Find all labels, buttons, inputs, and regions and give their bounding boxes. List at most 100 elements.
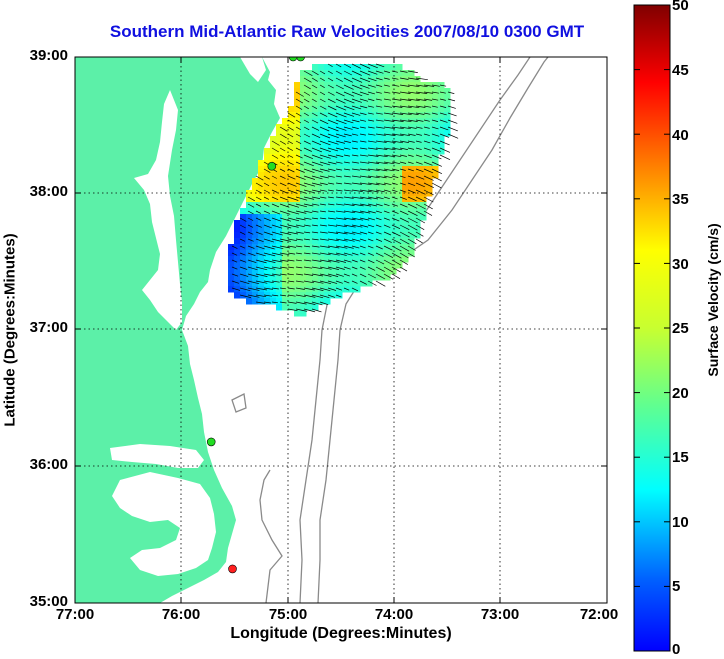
velocity-arrow xyxy=(335,280,343,284)
velocity-cell xyxy=(336,124,343,131)
velocity-arrow xyxy=(311,287,324,291)
velocity-cell xyxy=(336,142,343,149)
velocity-cell xyxy=(366,118,373,125)
velocity-cell xyxy=(300,172,307,179)
velocity-arrow xyxy=(431,182,442,189)
velocity-arrow xyxy=(287,168,295,173)
velocity-cell xyxy=(414,136,421,143)
velocity-arrow xyxy=(319,161,331,166)
velocity-arrow xyxy=(359,196,372,200)
velocity-cell xyxy=(342,178,349,185)
velocity-cell xyxy=(288,106,295,113)
velocity-cell xyxy=(330,184,337,191)
velocity-cell xyxy=(378,106,385,113)
velocity-cell xyxy=(360,274,367,281)
velocity-cell xyxy=(372,142,379,149)
velocity-arrow xyxy=(327,266,339,270)
velocity-arrow xyxy=(415,105,426,108)
velocity-cell xyxy=(318,118,325,125)
velocity-cell xyxy=(396,256,403,263)
velocity-cell xyxy=(420,166,427,173)
velocity-cell xyxy=(270,136,277,143)
velocity-cell xyxy=(300,244,307,251)
velocity-cell xyxy=(438,136,445,143)
velocity-cell xyxy=(330,172,337,179)
velocity-cell xyxy=(372,136,379,143)
velocity-arrow xyxy=(327,91,335,96)
velocity-arrow xyxy=(303,231,311,234)
velocity-cell xyxy=(336,106,343,113)
velocity-arrow xyxy=(255,245,265,250)
velocity-cell xyxy=(348,220,355,227)
velocity-cell xyxy=(276,226,283,233)
velocity-cell xyxy=(432,118,439,125)
velocity-arrow xyxy=(239,245,246,249)
velocity-arrow xyxy=(295,245,303,248)
velocity-cell xyxy=(438,130,445,137)
velocity-cell xyxy=(432,130,439,137)
velocity-cell xyxy=(354,148,361,155)
velocity-cell xyxy=(312,88,319,95)
velocity-arrow xyxy=(399,210,409,216)
velocity-arrow xyxy=(359,105,368,109)
velocity-cell xyxy=(408,232,415,239)
velocity-cell xyxy=(372,232,379,239)
velocity-arrows xyxy=(231,63,459,313)
velocity-arrow xyxy=(279,224,292,229)
velocity-cell xyxy=(294,124,301,131)
velocity-arrow xyxy=(327,203,335,206)
velocity-cell xyxy=(354,196,361,203)
velocity-arrow xyxy=(335,182,343,185)
velocity-cell xyxy=(294,160,301,167)
velocity-cell xyxy=(390,148,397,155)
velocity-cell xyxy=(324,184,331,191)
velocity-arrow xyxy=(287,182,297,187)
velocity-cell xyxy=(342,244,349,251)
velocity-arrow xyxy=(295,301,307,305)
velocity-cell xyxy=(432,154,439,161)
velocity-arrow xyxy=(343,245,354,249)
velocity-cell xyxy=(270,142,277,149)
velocity-cell xyxy=(366,76,373,83)
velocity-cell xyxy=(312,262,319,269)
velocity-arrow xyxy=(351,119,360,123)
velocity-arrow xyxy=(335,245,348,249)
velocity-arrow xyxy=(359,217,370,221)
velocity-arrow xyxy=(247,287,260,291)
velocity-arrow xyxy=(343,252,353,256)
velocity-cell xyxy=(390,172,397,179)
velocity-arrow xyxy=(351,133,359,136)
velocity-arrow xyxy=(343,210,356,214)
velocity-cell xyxy=(432,136,439,143)
velocity-arrow xyxy=(415,119,424,122)
velocity-arrow xyxy=(407,161,414,164)
velocity-arrow xyxy=(319,273,332,277)
velocity-arrow xyxy=(431,133,440,137)
velocity-cell xyxy=(330,64,337,71)
velocity-arrow xyxy=(271,294,279,297)
velocity-arrow xyxy=(287,175,296,180)
velocity-arrow xyxy=(279,182,287,187)
velocity-cell xyxy=(252,196,259,203)
velocity-cell xyxy=(342,226,349,233)
velocity-arrow xyxy=(271,189,278,193)
velocity-arrow xyxy=(287,308,298,312)
velocity-arrow xyxy=(311,273,324,277)
velocity-arrow xyxy=(367,84,376,88)
velocity-cell xyxy=(318,190,325,197)
velocity-cell xyxy=(300,190,307,197)
velocity-arrow xyxy=(367,119,375,122)
velocity-cell xyxy=(330,196,337,203)
velocity-cell xyxy=(324,160,331,167)
velocity-cell xyxy=(258,160,265,167)
velocity-cell xyxy=(408,112,415,119)
velocity-arrow xyxy=(271,224,283,229)
colorbar-tick-label: 25 xyxy=(672,320,689,337)
velocity-cell xyxy=(372,118,379,125)
velocity-cell xyxy=(390,202,397,209)
velocity-arrow xyxy=(311,266,323,270)
velocity-cell xyxy=(414,184,421,191)
velocity-cell xyxy=(330,76,337,83)
velocity-arrow xyxy=(295,168,305,173)
velocity-cell xyxy=(240,268,247,275)
